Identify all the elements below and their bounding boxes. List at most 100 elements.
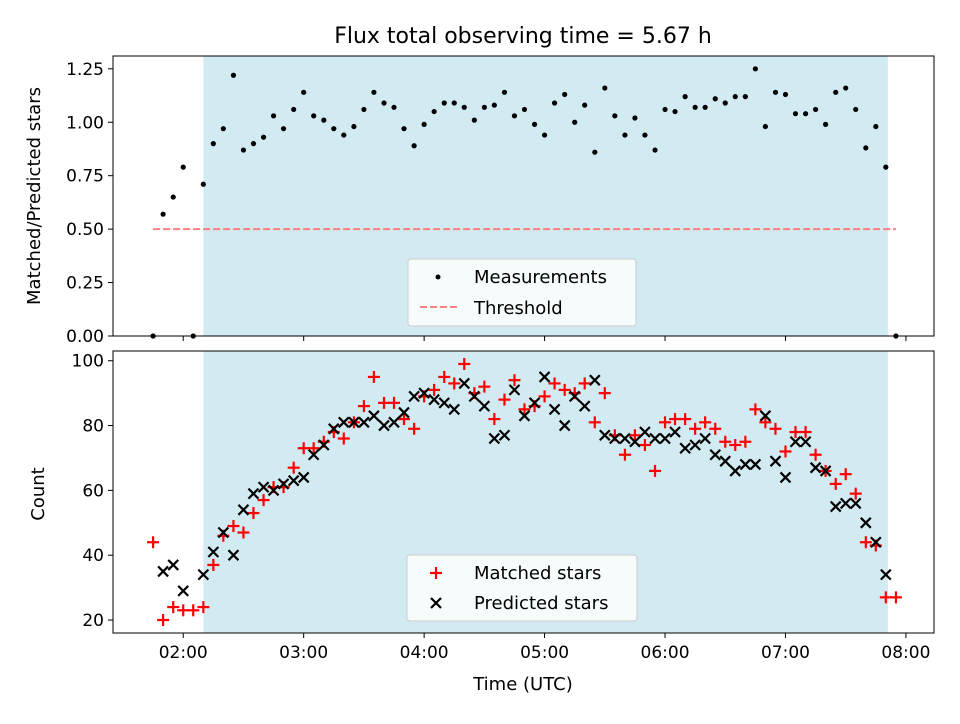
predicted-star-point <box>177 585 190 597</box>
predicted-star-point <box>207 546 220 558</box>
matched-star-point <box>207 558 220 571</box>
legend-matched-marker <box>430 567 442 579</box>
predicted-star-point <box>247 487 260 500</box>
predicted-star-point <box>257 481 270 493</box>
matched-star-point <box>237 526 250 539</box>
measurement-point <box>752 66 758 72</box>
count-x-tick-label: 04:00 <box>400 643 449 663</box>
measurement-point <box>782 91 789 98</box>
predicted-star-point <box>809 461 822 474</box>
measurement-point <box>592 149 598 155</box>
ratio-legend-box <box>407 258 637 327</box>
matched-star-point <box>227 520 240 533</box>
measurement-point <box>411 143 417 149</box>
measurement-point <box>331 126 337 132</box>
predicted-star-point <box>699 432 711 445</box>
measurement-point <box>351 123 357 130</box>
measurement-point <box>431 108 437 115</box>
ratio-plot-frame <box>112 55 935 337</box>
legend-predicted-label: Predicted stars <box>474 593 608 614</box>
count-legend: Matched stars Predicted stars <box>406 554 638 622</box>
measurement-point <box>301 89 307 95</box>
matched-star-point <box>498 393 511 406</box>
count-y-tick-label: 60 <box>82 481 104 501</box>
matched-star-point <box>518 403 531 416</box>
measurement-point <box>371 89 377 95</box>
predicted-star-point <box>408 390 420 403</box>
matched-star-point <box>779 445 792 458</box>
predicted-star-point <box>649 432 661 445</box>
predicted-star-point <box>378 419 390 432</box>
measurement-point <box>612 113 618 119</box>
measurement-point <box>170 194 176 200</box>
measurement-point <box>853 106 859 113</box>
predicted-star-point <box>739 458 752 471</box>
matched-star-point <box>458 357 471 370</box>
matched-star-point <box>408 422 421 435</box>
predicted-star-point <box>508 384 521 396</box>
predicted-star-point <box>578 400 591 412</box>
predicted-star-point <box>338 416 350 429</box>
predicted-star-point <box>267 484 280 497</box>
predicted-star-point <box>428 393 440 406</box>
predicted-star-point <box>518 410 531 422</box>
matched-star-point <box>157 614 170 627</box>
matched-star-point <box>187 604 200 617</box>
predicted-star-point <box>709 448 722 461</box>
matched-star-point <box>849 487 862 500</box>
matched-star-point <box>709 422 722 435</box>
matched-star-point <box>659 416 672 429</box>
predicted-star-point <box>679 442 691 455</box>
measurement-point <box>702 104 708 110</box>
measurement-point <box>220 126 226 132</box>
predicted-star-point <box>819 465 832 477</box>
measurement-point <box>632 115 638 121</box>
measurement-point <box>672 108 678 115</box>
measurement-point <box>511 113 518 119</box>
matched-star-point <box>538 390 551 403</box>
ratio-y-axis-label: Matched/Predicted stars <box>24 87 45 305</box>
measurement-point <box>551 100 558 106</box>
count-x-tick-label: 05:00 <box>520 643 569 663</box>
predicted-star-point <box>799 435 812 448</box>
measurement-point <box>401 126 407 132</box>
predicted-star-point <box>488 432 501 445</box>
measurement-point <box>682 94 688 100</box>
measurement-point <box>160 211 166 217</box>
predicted-star-point <box>548 403 561 416</box>
predicted-star-point <box>609 432 621 445</box>
matched-star-point <box>167 601 180 614</box>
measurement-point <box>582 102 588 108</box>
measurement-point <box>572 119 578 125</box>
measurement-point <box>531 121 538 127</box>
matched-star-point <box>679 413 692 426</box>
predicted-star-point <box>659 432 671 445</box>
matched-star-point <box>307 442 320 455</box>
measurement-point <box>562 91 568 98</box>
matched-star-point <box>558 383 571 396</box>
matched-star-point <box>257 494 270 507</box>
measurement-point <box>742 94 748 100</box>
measurement-point <box>541 132 548 138</box>
predicted-star-point <box>448 403 461 416</box>
measurement-point <box>652 147 658 153</box>
matched-star-point <box>739 435 752 448</box>
measurement-point <box>311 113 317 119</box>
count-plot-frame <box>112 350 935 634</box>
ratio-panel: 0.00 0.25 0.50 0.75 1.00 1.25 Flux total obse… <box>24 24 935 347</box>
measurement-point <box>441 100 447 106</box>
legend-predicted-marker <box>430 597 442 609</box>
predicted-star-point <box>769 455 782 467</box>
measurement-point <box>873 123 879 130</box>
predicted-star-point <box>237 504 250 516</box>
measurement-point <box>230 72 237 78</box>
predicted-star-point <box>860 517 872 529</box>
predicted-star-point <box>358 416 370 429</box>
predicted-star-point <box>829 500 842 513</box>
predicted-star-point <box>157 565 169 578</box>
predicted-star-point <box>789 435 802 448</box>
matched-star-point <box>689 422 702 435</box>
predicted-star-point <box>348 416 360 429</box>
measurement-point <box>802 111 809 117</box>
predicted-star-point <box>197 568 210 581</box>
